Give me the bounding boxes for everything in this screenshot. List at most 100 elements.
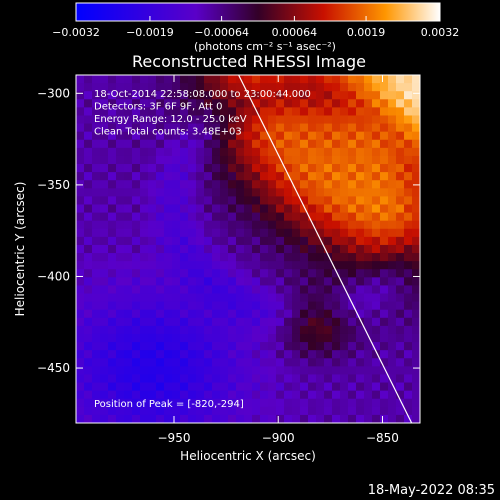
heatmap-cell bbox=[244, 342, 253, 351]
heatmap-cell bbox=[116, 115, 125, 125]
heatmap-cell bbox=[380, 285, 389, 295]
heatmap-cell bbox=[388, 164, 397, 173]
heatmap-cell bbox=[324, 212, 333, 222]
heatmap-cell bbox=[284, 277, 293, 287]
heatmap-cell bbox=[100, 342, 109, 351]
heatmap-cell bbox=[172, 333, 181, 343]
heatmap-cell bbox=[84, 358, 93, 367]
heatmap-cell bbox=[372, 269, 381, 278]
heatmap-cell bbox=[388, 236, 397, 246]
heatmap-cell bbox=[348, 301, 357, 311]
heatmap-cell bbox=[252, 155, 261, 165]
heatmap-cell bbox=[308, 107, 317, 117]
heatmap-cell bbox=[372, 414, 381, 423]
heatmap-cell bbox=[236, 309, 245, 319]
heatmap-cell bbox=[140, 172, 149, 181]
heatmap-cell bbox=[132, 91, 141, 100]
heatmap-cell bbox=[156, 228, 165, 238]
heatmap-cell bbox=[324, 374, 333, 384]
colorbar-tick-label: 0.00064 bbox=[272, 26, 318, 39]
heatmap-cell bbox=[196, 147, 205, 157]
heatmap-cell bbox=[100, 204, 109, 214]
heatmap-cell bbox=[292, 390, 301, 400]
heatmap-cell bbox=[228, 269, 237, 278]
heatmap-cell bbox=[332, 333, 341, 343]
heatmap-cell bbox=[356, 342, 365, 351]
heatmap-cell bbox=[260, 269, 269, 278]
heatmap-cell bbox=[212, 131, 221, 141]
heatmap-cell bbox=[364, 164, 373, 173]
heatmap-cell bbox=[324, 139, 333, 149]
heatmap-cell bbox=[196, 164, 205, 173]
heatmap-cell bbox=[380, 390, 389, 400]
heatmap-cell bbox=[76, 285, 85, 295]
heatmap-cell bbox=[380, 155, 389, 165]
heatmap-cell bbox=[140, 374, 149, 384]
heatmap-cell bbox=[276, 317, 285, 327]
heatmap-cell bbox=[84, 115, 93, 125]
heatmap-cell bbox=[276, 115, 285, 125]
heatmap-cell bbox=[404, 342, 413, 351]
heatmap-cell bbox=[260, 293, 269, 303]
heatmap-cell bbox=[116, 366, 125, 376]
heatmap-cell bbox=[84, 285, 93, 295]
heatmap-cell bbox=[220, 261, 229, 270]
heatmap-cell bbox=[108, 309, 117, 319]
heatmap-cell bbox=[388, 406, 397, 416]
heatmap-cell bbox=[212, 147, 221, 157]
heatmap-cell bbox=[188, 164, 197, 173]
heatmap-cell bbox=[324, 333, 333, 343]
heatmap-cell bbox=[324, 123, 333, 133]
heatmap-cell bbox=[364, 358, 373, 367]
heatmap-cell bbox=[124, 374, 133, 384]
heatmap-cell bbox=[284, 204, 293, 214]
heatmap-cell bbox=[404, 139, 413, 149]
heatmap-cell bbox=[220, 172, 229, 181]
heatmap-cell bbox=[388, 180, 397, 189]
heatmap-cell bbox=[148, 398, 157, 408]
heatmap-cell bbox=[188, 107, 197, 117]
heatmap-cell bbox=[268, 309, 277, 319]
heatmap-cell bbox=[108, 325, 117, 335]
heatmap-cell bbox=[316, 83, 325, 92]
heatmap-cell bbox=[76, 414, 85, 423]
heatmap-cell bbox=[76, 107, 85, 117]
heatmap-cell bbox=[228, 325, 237, 335]
heatmap-cell bbox=[316, 139, 325, 149]
heatmap-cell bbox=[284, 212, 293, 222]
heatmap-cell bbox=[300, 358, 309, 367]
heatmap-cell bbox=[348, 253, 357, 262]
heatmap-cell bbox=[92, 188, 101, 197]
heatmap-cell bbox=[412, 196, 420, 206]
heatmap-cell bbox=[228, 342, 237, 351]
heatmap-cell bbox=[308, 155, 317, 165]
heatmap-cell bbox=[124, 253, 133, 262]
heatmap-cell bbox=[276, 244, 285, 254]
heatmap-cell bbox=[292, 107, 301, 117]
heatmap-cell bbox=[204, 317, 213, 327]
heatmap-cell bbox=[84, 333, 93, 343]
heatmap-cell bbox=[100, 131, 109, 141]
heatmap-cell bbox=[300, 244, 309, 254]
heatmap-cell bbox=[348, 212, 357, 222]
heatmap-cell bbox=[356, 398, 365, 408]
heatmap-cell bbox=[236, 164, 245, 173]
heatmap-cell bbox=[228, 301, 237, 311]
heatmap-cell bbox=[140, 333, 149, 343]
heatmap-cell bbox=[380, 253, 389, 262]
heatmap-cell bbox=[196, 293, 205, 303]
heatmap-cell bbox=[228, 390, 237, 400]
heatmap-cell bbox=[140, 325, 149, 335]
heatmap-cell bbox=[180, 325, 189, 335]
heatmap-cell bbox=[300, 325, 309, 335]
heatmap-cell bbox=[388, 115, 397, 125]
heatmap-cell bbox=[172, 228, 181, 238]
heatmap-cell bbox=[116, 342, 125, 351]
heatmap-cell bbox=[300, 414, 309, 423]
heatmap-cell bbox=[124, 342, 133, 351]
heatmap-cell bbox=[252, 139, 261, 149]
heatmap-cell bbox=[388, 253, 397, 262]
heatmap-cell bbox=[108, 414, 117, 423]
heatmap-cell bbox=[308, 333, 317, 343]
heatmap-cell bbox=[380, 172, 389, 181]
